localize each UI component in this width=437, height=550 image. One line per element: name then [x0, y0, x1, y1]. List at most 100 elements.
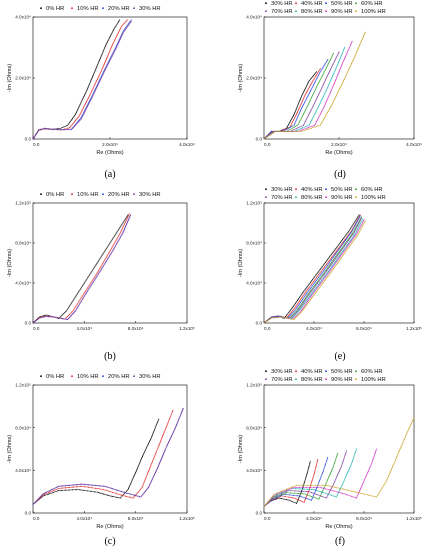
data-point: [319, 279, 321, 281]
data-point: [148, 442, 150, 444]
data-point: [338, 243, 340, 245]
data-point: [167, 422, 169, 424]
data-point: [105, 260, 108, 262]
data-point: [350, 235, 352, 237]
data-point: [79, 485, 81, 488]
data-point: [311, 82, 313, 84]
data-point: [321, 68, 323, 70]
data-point: [98, 61, 100, 63]
data-point: [277, 316, 280, 318]
data-point: [335, 477, 337, 479]
data-point: [350, 42, 352, 45]
data-point: [316, 73, 318, 75]
data-point: [38, 317, 40, 319]
data-point: [299, 119, 301, 121]
data-point: [170, 414, 172, 416]
data-point: [303, 123, 305, 125]
data-point: [86, 89, 88, 91]
data-point: [334, 262, 336, 265]
data-point: [74, 296, 76, 298]
data-point: [292, 318, 294, 320]
data-point: [327, 258, 329, 260]
data-point: [298, 122, 300, 124]
data-point: [93, 71, 95, 73]
data-point: [360, 221, 362, 223]
legend-marker: [265, 378, 267, 381]
data-point: [328, 274, 330, 276]
data-point: [87, 86, 89, 88]
legend-label: 0% HR: [46, 192, 64, 198]
data-point: [59, 129, 62, 131]
data-point: [335, 251, 337, 253]
data-point: [300, 311, 303, 313]
data-point: [332, 86, 334, 88]
data-point: [327, 479, 329, 481]
data-point: [87, 276, 89, 278]
data-point: [318, 104, 320, 106]
data-point: [314, 468, 316, 470]
data-point: [110, 34, 112, 36]
data-point: [371, 495, 374, 497]
data-point: [47, 490, 49, 493]
data-point: [352, 229, 354, 231]
data-point: [316, 484, 318, 486]
data-point: [362, 35, 365, 37]
legend-label: 90% HR: [331, 377, 353, 383]
data-point: [171, 433, 174, 435]
data-point: [320, 274, 322, 276]
data-point: [81, 483, 83, 485]
data-point: [110, 253, 112, 255]
data-point: [317, 484, 319, 486]
data-point: [314, 493, 316, 495]
data-point: [356, 50, 358, 52]
data-point: [333, 486, 335, 488]
data-point: [118, 20, 120, 22]
data-point: [145, 489, 147, 491]
data-point: [83, 295, 86, 297]
data-point: [290, 118, 292, 121]
data-point: [360, 222, 362, 224]
data-point: [289, 487, 291, 489]
data-point: [361, 226, 363, 228]
data-point: [315, 80, 317, 82]
data-point: [111, 31, 113, 33]
data-point: [406, 432, 408, 434]
data-point: [343, 493, 345, 495]
data-point: [314, 285, 316, 287]
data-point: [344, 46, 346, 49]
data-point: [347, 244, 349, 246]
data-point: [139, 461, 141, 463]
data-point: [336, 255, 339, 257]
data-point: [57, 129, 59, 131]
data-point: [312, 495, 314, 497]
data-point: [293, 486, 295, 488]
data-point: [71, 301, 73, 303]
data-point: [324, 275, 326, 277]
data-point: [343, 49, 345, 51]
data-point: [311, 279, 313, 282]
data-point: [100, 265, 102, 267]
data-point: [305, 475, 308, 477]
data-point: [156, 421, 158, 424]
data-point: [328, 108, 330, 110]
data-point: [339, 88, 341, 90]
data-point: [139, 489, 141, 491]
x-tick-label: 4.0x10⁴: [76, 516, 92, 521]
data-point: [269, 132, 271, 134]
data-point: [301, 105, 304, 108]
data-point: [344, 239, 346, 241]
data-point: [91, 283, 93, 285]
data-point: [279, 316, 281, 318]
data-point: [313, 83, 315, 85]
data-point: [67, 308, 69, 310]
data-point: [345, 241, 347, 244]
data-point: [348, 47, 350, 49]
data-point: [284, 493, 286, 496]
data-point: [287, 313, 289, 315]
data-point: [307, 88, 310, 90]
data-point: [305, 494, 308, 496]
data-point: [386, 479, 388, 481]
data-point: [318, 281, 320, 283]
data-point: [313, 290, 315, 292]
data-point: [308, 294, 310, 296]
